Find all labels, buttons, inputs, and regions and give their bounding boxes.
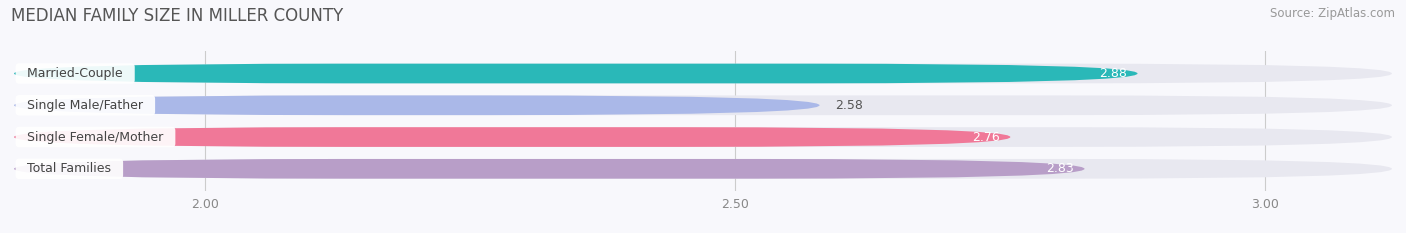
FancyBboxPatch shape (14, 159, 1392, 179)
Text: MEDIAN FAMILY SIZE IN MILLER COUNTY: MEDIAN FAMILY SIZE IN MILLER COUNTY (11, 7, 343, 25)
FancyBboxPatch shape (14, 127, 1392, 147)
Text: Source: ZipAtlas.com: Source: ZipAtlas.com (1270, 7, 1395, 20)
Text: Single Female/Mother: Single Female/Mother (20, 130, 172, 144)
Text: Total Families: Total Families (20, 162, 120, 175)
Text: 2.83: 2.83 (1046, 162, 1074, 175)
Text: 2.88: 2.88 (1099, 67, 1128, 80)
FancyBboxPatch shape (14, 96, 820, 115)
FancyBboxPatch shape (14, 127, 1011, 147)
Text: Single Male/Father: Single Male/Father (20, 99, 152, 112)
FancyBboxPatch shape (14, 64, 1137, 83)
FancyBboxPatch shape (14, 64, 1392, 83)
Text: 2.58: 2.58 (835, 99, 863, 112)
Text: Married-Couple: Married-Couple (20, 67, 131, 80)
FancyBboxPatch shape (14, 96, 1392, 115)
FancyBboxPatch shape (14, 159, 1084, 179)
Text: 2.76: 2.76 (972, 130, 1000, 144)
